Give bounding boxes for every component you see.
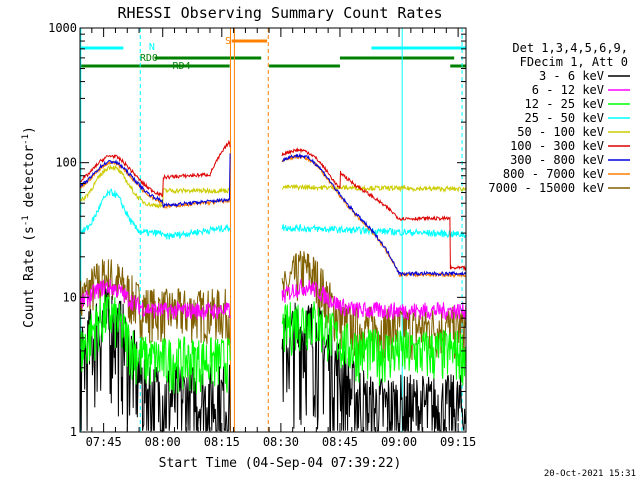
y-axis-label-sup2: -1	[21, 134, 31, 145]
flag-bars: N S RD0 RD4	[80, 36, 466, 72]
flag-label-rd4: RD4	[173, 61, 191, 72]
x-tick-label: 09:15	[440, 435, 476, 449]
legend: Det 1,3,4,5,6,9, FDecim 1, Att 0 3 - 6 k…	[488, 41, 630, 195]
x-tick-label: 08:00	[145, 435, 181, 449]
x-axis-label: Start Time (04-Sep-04 07:39:22)	[159, 456, 402, 471]
legend-header-line-1: Det 1,3,4,5,6,9,	[512, 41, 628, 55]
y-axis-label-sup1: -1	[21, 215, 31, 226]
legend-item-label: 800 - 7000 keV	[503, 167, 604, 181]
x-tick-label: 09:00	[381, 435, 417, 449]
y-axis-label-mid: detector	[22, 145, 37, 216]
series-layer	[79, 139, 467, 432]
legend-item-label: 6 - 12 keV	[532, 83, 604, 97]
x-tick-label: 08:15	[204, 435, 240, 449]
legend-item-label: 50 - 100 keV	[517, 125, 604, 139]
series-line-9	[79, 152, 467, 278]
chart-title: RHESSI Observing Summary Count Rates	[117, 4, 442, 22]
flag-label-rd0: RD0	[140, 53, 158, 64]
legend-item-label: 300 - 800 keV	[510, 153, 604, 167]
axes: 1 10 100 1000 07:45 08:00 08:15 08:30 08:45 09:00…	[48, 21, 476, 449]
plot-frame	[79, 27, 467, 433]
legend-item-label: 25 - 50 keV	[525, 111, 604, 125]
x-tick-label: 08:45	[322, 435, 358, 449]
y-tick-label: 1	[70, 425, 77, 439]
legend-item-label: 3 - 6 keV	[539, 69, 604, 83]
legend-item-label: 12 - 25 keV	[525, 97, 604, 111]
timestamp: 20-Oct-2021 15:31	[544, 469, 636, 479]
legend-item-label: 7000 - 15000 keV	[488, 181, 604, 195]
y-tick-label: 10	[63, 290, 77, 304]
x-tick-label: 07:45	[86, 435, 122, 449]
y-tick-label: 100	[55, 156, 77, 170]
series-line-7	[79, 139, 467, 272]
y-axis-label-main: Count Rate (s	[22, 226, 37, 328]
flag-label-n: N	[149, 42, 155, 53]
legend-item-label: 100 - 300 keV	[510, 139, 604, 153]
legend-header-line-2: FDecim 1, Att 0	[520, 55, 628, 69]
series-line-4	[79, 279, 467, 321]
y-axis-label: Count Rate (s-1 detector-1)	[21, 126, 37, 328]
flag-label-s: S	[225, 36, 231, 47]
y-tick-label: 1000	[48, 21, 77, 35]
x-tick-label: 08:30	[263, 435, 299, 449]
series-line-3	[79, 293, 467, 394]
y-axis-label-end: )	[22, 126, 37, 134]
series-line-6	[79, 164, 467, 210]
